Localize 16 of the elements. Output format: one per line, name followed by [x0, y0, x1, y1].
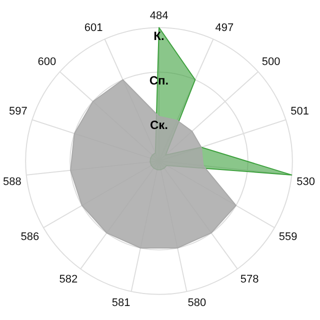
spoke-label: 597	[9, 106, 28, 118]
y-tick-label: Ск.	[150, 118, 168, 132]
spoke-label: 530	[296, 176, 316, 188]
spoke-label: 600	[38, 56, 56, 68]
spoke-label: 578	[240, 274, 259, 286]
spoke-label: 497	[215, 22, 234, 34]
spoke-label: 559	[278, 230, 298, 243]
spoke-label: 586	[20, 230, 40, 243]
spoke-label: 501	[290, 106, 309, 118]
spoke-label: 500	[262, 56, 280, 68]
spoke-label: 601	[84, 22, 103, 34]
spoke-label: 588	[2, 176, 22, 188]
spoke-label: 581	[112, 297, 130, 310]
spoke-label: 484	[150, 10, 168, 22]
spoke-label: 582	[59, 274, 78, 286]
spoke-label: 580	[188, 297, 206, 310]
